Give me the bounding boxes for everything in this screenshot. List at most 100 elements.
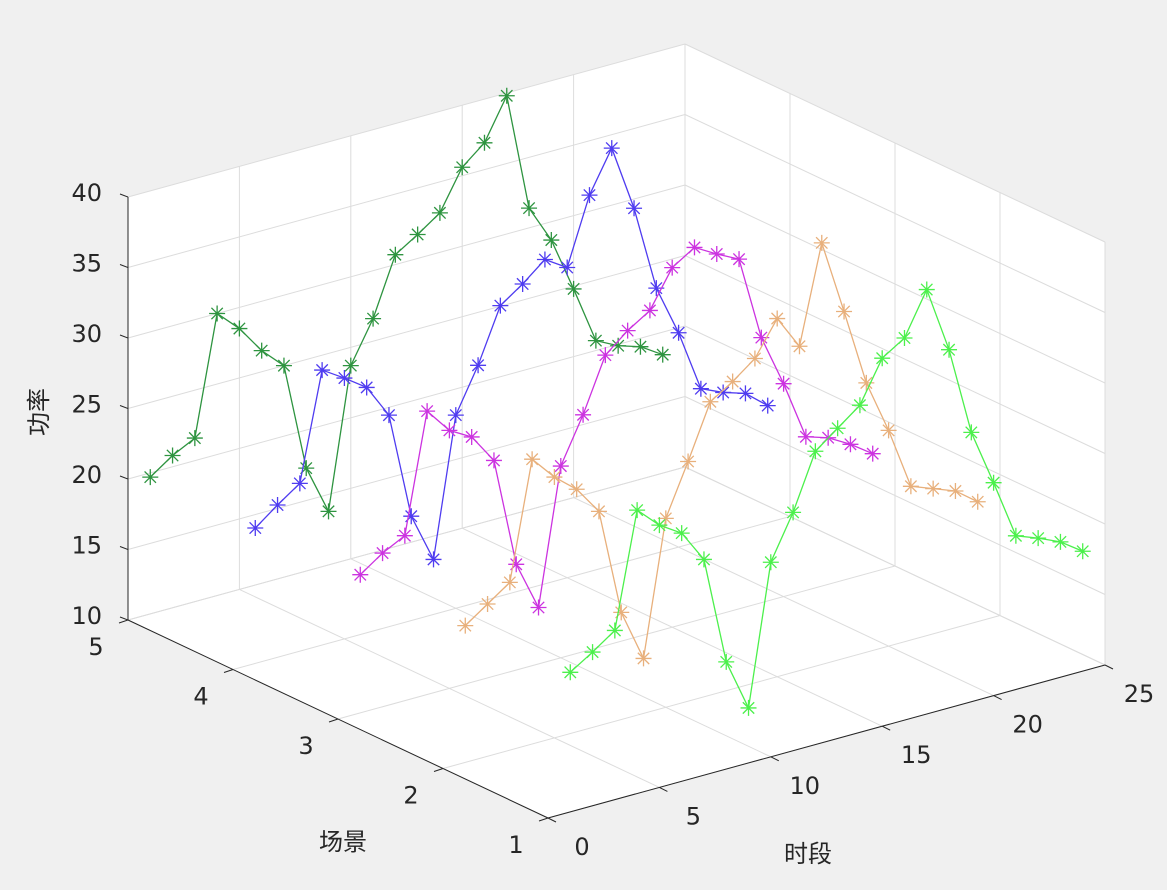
marker [673,525,690,542]
y-tick [118,619,129,624]
marker [498,87,515,104]
marker [985,474,1002,491]
marker [759,397,776,414]
grid-line [684,255,1106,454]
marker [431,204,448,221]
x-axis [547,664,1106,819]
x-tick-label: 10 [790,772,821,800]
x-tick-label: 15 [901,741,932,769]
marker [651,517,668,534]
marker [836,303,853,320]
x-tick-label: 5 [686,802,701,830]
marker [941,341,958,358]
marker [629,502,646,519]
x-tick [993,695,1002,701]
y-tick-label: 2 [403,782,418,810]
x-tick [881,725,891,731]
marker [253,342,270,359]
marker [641,302,658,319]
marker [1007,527,1024,544]
marker [597,347,614,364]
marker [626,200,643,217]
marker [731,251,748,268]
y-tick-label: 3 [298,732,313,760]
marker [715,384,732,401]
marker [501,574,518,591]
grid-line [684,43,1106,243]
marker [902,478,919,495]
marker [686,239,703,256]
z-tick [119,264,129,268]
marker [880,422,897,439]
y-tick [223,669,234,673]
marker [813,234,830,251]
marker [648,280,665,297]
marker [470,357,487,374]
marker [769,310,786,327]
marker [606,622,623,639]
marker [775,375,792,392]
marker [298,460,315,477]
marker [963,424,980,441]
z-tick-label: 20 [71,461,102,489]
marker [457,617,474,634]
marker [584,644,601,661]
marker [485,452,502,469]
marker [654,346,671,363]
marker [619,322,636,339]
marker [342,357,359,374]
marker [358,379,375,396]
x-axis-title: 时段 [784,840,832,868]
marker [552,458,569,475]
marker [463,428,480,445]
marker [536,251,553,268]
z-tick [119,546,129,550]
marker [454,159,471,176]
x-tick [1104,664,1114,670]
marker [568,481,585,498]
marker [291,475,308,492]
marker [476,134,493,151]
marker [320,503,337,520]
marker [603,140,620,157]
z-tick-label: 10 [71,602,102,630]
marker [797,428,814,445]
marker [918,281,935,298]
x-tick-label: 20 [1012,711,1043,739]
marker [164,447,181,464]
marker [864,445,881,462]
marker [1074,543,1091,560]
y-tick [433,768,444,772]
marker [562,664,579,681]
x-tick-label: 25 [1124,680,1155,708]
z-tick-label: 35 [71,250,102,278]
marker [269,496,286,513]
marker [186,430,203,447]
marker [753,329,770,346]
marker [692,380,709,397]
marker [718,653,735,670]
marker [632,338,649,355]
marker [657,510,674,527]
marker [425,551,442,568]
marker [409,226,426,243]
marker [947,482,964,499]
marker [1030,530,1047,547]
marker [546,469,563,486]
z-tick [119,334,129,339]
marker [559,259,576,276]
marker [740,699,757,716]
series-line [254,146,769,562]
grid-line [684,466,1106,666]
series-line [149,93,663,514]
marker [746,350,763,367]
marker [231,320,248,337]
z-axis-title: 功率 [25,388,53,436]
marker [842,436,859,453]
grid-line [684,114,1106,313]
y-tick-label: 1 [508,831,523,859]
marker [530,599,547,616]
marker [708,246,725,262]
z-tick [119,616,129,621]
